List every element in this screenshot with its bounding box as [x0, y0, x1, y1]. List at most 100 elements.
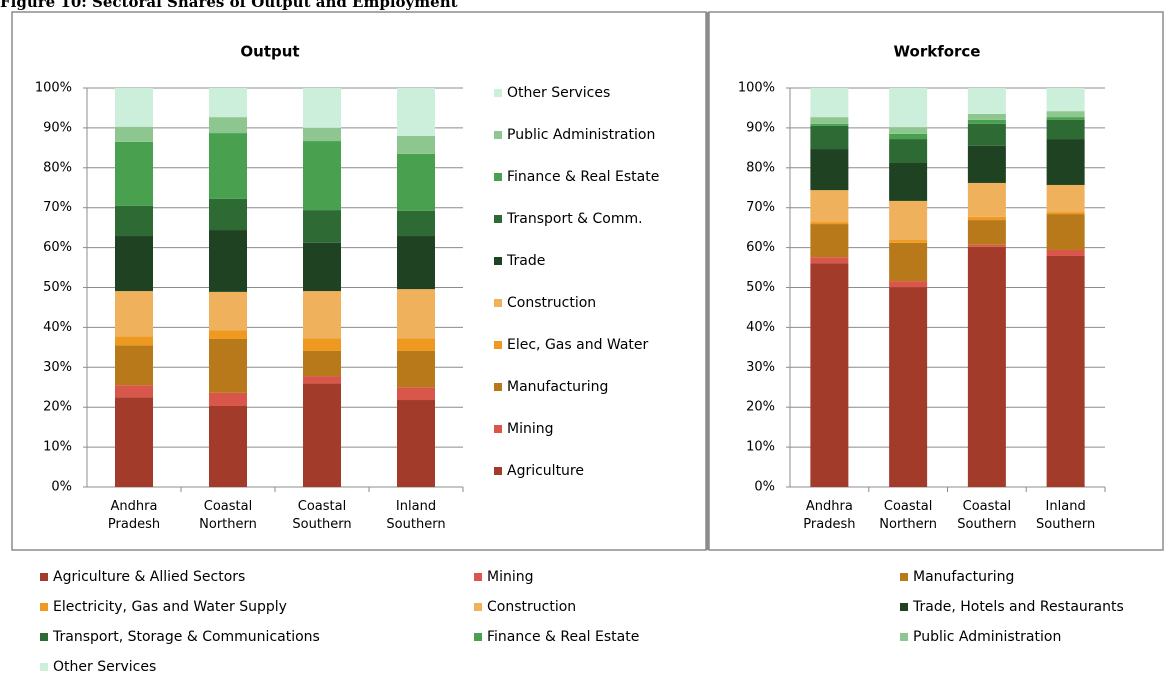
- legend-swatch: [40, 663, 48, 671]
- bar-segment: [397, 338, 435, 351]
- x-tick-label: Inland Southern: [1036, 499, 1096, 532]
- bar-segment: [115, 345, 153, 386]
- legend-swatch: [494, 425, 502, 433]
- bar-segment: [1046, 184, 1085, 213]
- y-tick-label: 50%: [746, 280, 775, 295]
- y-tick-label: 0%: [754, 480, 775, 495]
- y-tick-label: 100%: [738, 81, 775, 96]
- y-tick-label: 70%: [43, 200, 72, 215]
- bar-segment: [209, 230, 247, 292]
- bar-segment: [1046, 214, 1085, 250]
- legend-swatch: [40, 573, 48, 581]
- bar-segment: [889, 139, 928, 164]
- bar-segment: [1046, 212, 1085, 215]
- bar-segment: [303, 376, 341, 384]
- bar-segment: [889, 242, 928, 282]
- legend-label: Public Administration: [507, 127, 655, 143]
- y-tick-label: 10%: [746, 440, 775, 455]
- legend-swatch: [900, 603, 908, 611]
- bar-segment: [209, 198, 247, 231]
- chart-title: Output: [240, 43, 299, 61]
- figure-title: Figure 10: Sectoral Shares of Output and…: [0, 0, 458, 11]
- bar-segment: [1046, 249, 1085, 256]
- y-tick-label: 90%: [746, 120, 775, 135]
- bar-segment: [397, 135, 435, 154]
- bar-segment: [967, 246, 1006, 487]
- x-tick-label: Andhra Pradesh: [107, 499, 161, 532]
- bar-segment: [397, 210, 435, 237]
- legend-label: Manufacturing: [507, 379, 608, 395]
- legend-label: Finance & Real Estate: [507, 169, 659, 185]
- legend-swatch: [494, 299, 502, 307]
- y-tick-label: 0%: [51, 480, 72, 495]
- bar-segment: [889, 240, 928, 243]
- legend-swatch: [474, 633, 482, 641]
- y-tick-label: 60%: [746, 240, 775, 255]
- legend-label: Mining: [507, 421, 554, 437]
- panel-frame: [708, 11, 1164, 551]
- legend-label: Other Services: [507, 85, 610, 101]
- bar-segment: [810, 125, 849, 150]
- bar-segment: [810, 222, 849, 225]
- bar-segment: [115, 236, 153, 292]
- bar-segment: [209, 88, 247, 118]
- y-tick-label: 40%: [43, 320, 72, 335]
- bar-segment: [303, 210, 341, 243]
- bar-segment: [209, 117, 247, 134]
- bar-segment: [209, 291, 247, 331]
- bar-segment: [397, 153, 435, 211]
- bar-segment: [889, 200, 928, 241]
- y-tick-label: 10%: [43, 440, 72, 455]
- legend-label: Finance & Real Estate: [487, 629, 639, 645]
- legend-label: Manufacturing: [913, 569, 1014, 585]
- y-tick-label: 80%: [746, 160, 775, 175]
- bar-segment: [1046, 139, 1085, 185]
- bar-segment: [967, 123, 1006, 146]
- bar-segment: [1046, 255, 1085, 487]
- legend-swatch: [40, 603, 48, 611]
- y-tick-label: 80%: [43, 160, 72, 175]
- y-tick-label: 30%: [43, 360, 72, 375]
- bar-segment: [303, 141, 341, 211]
- y-tick-label: 70%: [746, 200, 775, 215]
- bar-segment: [810, 149, 849, 191]
- chart-title: Workforce: [894, 43, 981, 61]
- bar-segment: [303, 383, 341, 487]
- bar-segment: [115, 141, 153, 206]
- bar-segment: [115, 385, 153, 398]
- bar-segment: [810, 257, 849, 264]
- bar-segment: [397, 400, 435, 487]
- legend-swatch: [494, 131, 502, 139]
- bar-segment: [115, 88, 153, 127]
- legend-swatch: [900, 633, 908, 641]
- bar-segment: [889, 163, 928, 201]
- legend-swatch: [900, 573, 908, 581]
- legend-label: Transport & Comm.: [506, 211, 643, 227]
- bar-segment: [810, 117, 849, 124]
- bar-segment: [889, 127, 928, 134]
- legend-label: Mining: [487, 569, 534, 585]
- bar-segment: [967, 145, 1006, 183]
- legend-label: Transport, Storage & Communications: [52, 629, 320, 645]
- bar-segment: [967, 216, 1006, 221]
- legend-label: Construction: [487, 599, 576, 615]
- y-tick-label: 100%: [35, 81, 72, 96]
- bar-segment: [303, 338, 341, 351]
- bar-segment: [810, 190, 849, 223]
- legend-swatch: [494, 173, 502, 181]
- bar-segment: [810, 88, 849, 118]
- bar-segment: [967, 244, 1006, 247]
- legend-label: Other Services: [53, 659, 156, 674]
- y-tick-label: 40%: [746, 320, 775, 335]
- legend-swatch: [494, 467, 502, 475]
- legend-swatch: [474, 573, 482, 581]
- y-tick-label: 50%: [43, 280, 72, 295]
- bar-segment: [810, 263, 849, 487]
- bar-segment: [397, 236, 435, 290]
- bar-segment: [889, 287, 928, 487]
- legend-label: Agriculture & Allied Sectors: [53, 569, 245, 585]
- bar-segment: [303, 88, 341, 128]
- bar-segment: [889, 88, 928, 128]
